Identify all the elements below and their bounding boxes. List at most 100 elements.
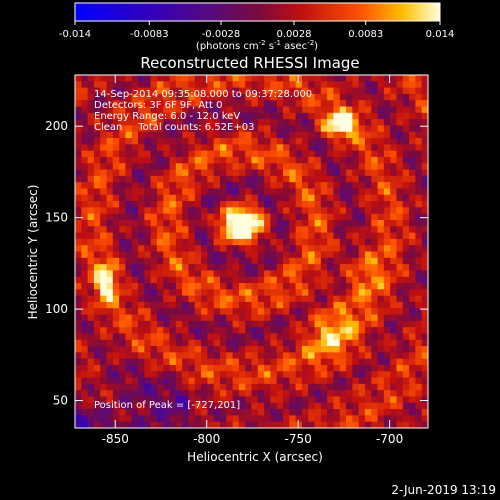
heatmap-cell: [125, 346, 133, 353]
heatmap-cell: [226, 112, 234, 120]
heatmap-cell: [283, 163, 290, 171]
heatmap-cell: [226, 339, 234, 347]
heatmap-cell: [150, 339, 158, 347]
heatmap-cell: [276, 295, 284, 303]
heatmap-cell: [295, 257, 303, 265]
heatmap-cell: [396, 131, 404, 139]
heatmap-cell: [264, 251, 271, 259]
heatmap-cell: [264, 75, 271, 82]
heatmap-cell: [295, 396, 303, 404]
heatmap-cell: [276, 87, 284, 95]
heatmap-cell: [156, 201, 164, 208]
heatmap-cell: [327, 396, 334, 404]
heatmap-cell: [175, 396, 183, 404]
heatmap-cell: [339, 182, 347, 189]
heatmap-cell: [93, 150, 101, 158]
heatmap-cell: [377, 81, 385, 89]
heatmap-cell: [125, 188, 133, 196]
heatmap-cell: [327, 295, 334, 303]
heatmap-cell: [333, 333, 341, 341]
heatmap-cell: [156, 270, 164, 278]
heatmap-cell: [213, 93, 221, 101]
heatmap-cell: [144, 156, 152, 164]
heatmap-cell: [163, 131, 171, 139]
heatmap-cell: [93, 415, 101, 423]
heatmap-cell: [75, 346, 82, 353]
heatmap-cell: [327, 150, 334, 158]
heatmap-cell: [364, 327, 372, 334]
heatmap-cell: [251, 119, 259, 126]
heatmap-cell: [301, 308, 309, 316]
heatmap-cell: [421, 270, 428, 278]
heatmap-cell: [371, 213, 379, 221]
heatmap-cell: [213, 390, 221, 397]
heatmap-cell: [169, 188, 177, 196]
heatmap-cell: [245, 163, 252, 171]
heatmap-cell: [301, 371, 309, 379]
heatmap-cell: [175, 283, 183, 290]
heatmap-cell: [320, 257, 328, 265]
heatmap-cell: [238, 270, 246, 278]
heatmap-cell: [276, 75, 284, 82]
heatmap-cell: [232, 144, 240, 152]
heatmap-cell: [219, 371, 227, 379]
heatmap-cell: [125, 421, 133, 428]
heatmap-cell: [106, 232, 114, 240]
heatmap-cell: [226, 276, 234, 284]
heatmap-cell: [415, 150, 423, 158]
heatmap-cell: [358, 421, 366, 428]
heatmap-cell: [194, 396, 202, 404]
heatmap-cell: [238, 201, 246, 208]
heatmap-cell: [276, 194, 284, 202]
heatmap-cell: [169, 339, 177, 347]
heatmap-cell: [377, 402, 385, 410]
heatmap-cell: [270, 289, 278, 297]
heatmap-cell: [100, 219, 108, 227]
heatmap-cell: [100, 119, 108, 126]
heatmap-cell: [396, 396, 404, 404]
heatmap-cell: [100, 93, 108, 101]
heatmap-cell: [264, 175, 271, 183]
heatmap-cell: [213, 289, 221, 297]
heatmap-cell: [339, 409, 347, 416]
heatmap-cell: [409, 238, 416, 246]
heatmap-cell: [415, 352, 423, 360]
heatmap-cell: [339, 352, 347, 360]
heatmap-cell: [182, 270, 189, 278]
heatmap-cell: [409, 358, 416, 366]
heatmap-cell: [409, 156, 416, 164]
heatmap-cell: [131, 182, 139, 189]
heatmap-cell: [270, 138, 278, 145]
heatmap-cell: [226, 421, 234, 428]
heatmap-cell: [409, 131, 416, 139]
heatmap-cell: [308, 396, 316, 404]
heatmap-cell: [207, 150, 215, 158]
heatmap-cell: [295, 371, 303, 379]
heatmap-cell: [131, 301, 139, 309]
heatmap-cell: [245, 383, 252, 391]
heatmap-cell: [156, 93, 164, 101]
heatmap-cell: [138, 188, 145, 196]
heatmap-cell: [264, 182, 271, 189]
heatmap-cell: [264, 169, 271, 177]
heatmap-cell: [207, 131, 215, 139]
heatmap-cell: [339, 238, 347, 246]
heatmap-cell: [320, 264, 328, 271]
heatmap-cell: [112, 245, 120, 252]
heatmap-cell: [188, 396, 196, 404]
heatmap-cell: [371, 314, 379, 322]
heatmap-cell: [346, 377, 353, 385]
heatmap-cell: [100, 383, 108, 391]
heatmap-cell: [301, 87, 309, 95]
heatmap-cell: [396, 308, 404, 316]
heatmap-cell: [207, 339, 215, 347]
heatmap-cell: [352, 138, 360, 145]
heatmap-cell: [125, 276, 133, 284]
heatmap-cell: [106, 194, 114, 202]
heatmap-cell: [106, 112, 114, 120]
heatmap-cell: [276, 409, 284, 416]
heatmap-cell: [119, 169, 126, 177]
heatmap-cell: [75, 87, 82, 95]
colorbar-tick-label: -0.0083: [130, 29, 169, 40]
heatmap-cell: [112, 169, 120, 177]
